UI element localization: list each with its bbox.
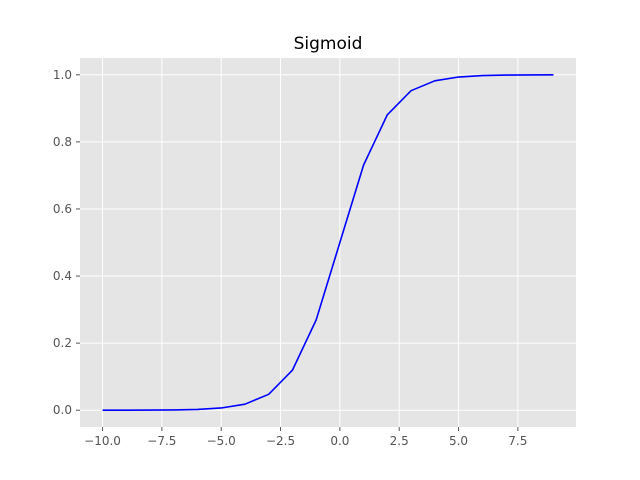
x-tick-label: −2.5 — [266, 434, 295, 448]
x-tick-label: −5.0 — [207, 434, 236, 448]
x-tick-label: −10.0 — [84, 434, 121, 448]
axis-ticks — [76, 74, 519, 431]
x-tick-label: −7.5 — [147, 434, 176, 448]
x-tick-label: 5.0 — [449, 434, 468, 448]
y-tick-label: 0.6 — [53, 202, 72, 216]
y-tick-label: 1.0 — [53, 68, 72, 82]
series-layer — [102, 74, 554, 412]
sigmoid-line — [102, 74, 554, 412]
y-tick-label: 0.0 — [53, 403, 72, 417]
chart-title: Sigmoid — [294, 34, 363, 54]
y-tick-labels: 0.0 0.2 0.4 0.6 0.8 1.0 — [53, 68, 72, 417]
x-tick-label: 7.5 — [508, 434, 527, 448]
x-tick-labels: −10.0 −7.5 −5.0 −2.5 0.0 2.5 5.0 7.5 — [84, 434, 527, 448]
plot-area — [80, 58, 576, 427]
y-tick-label: 0.4 — [53, 269, 72, 283]
y-tick-label: 0.8 — [53, 135, 72, 149]
x-tick-label: 2.5 — [390, 434, 409, 448]
y-tick-label: 0.2 — [53, 336, 72, 350]
x-tick-label: 0.0 — [330, 434, 349, 448]
